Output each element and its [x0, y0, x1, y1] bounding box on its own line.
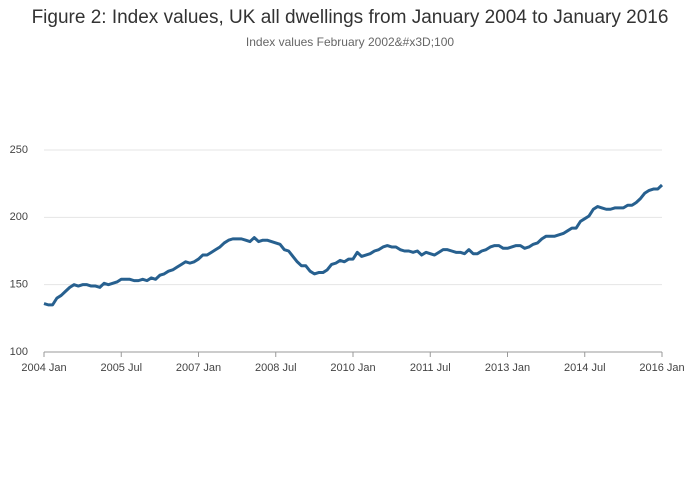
x-tick-label: 2004 Jan — [21, 362, 66, 374]
x-tick-label: 2008 Jul — [255, 362, 297, 374]
x-tick-label: 2007 Jan — [176, 362, 221, 374]
x-tick-label: 2013 Jan — [485, 362, 530, 374]
y-tick-label: 100 — [10, 346, 28, 358]
x-tick-label: 2005 Jul — [100, 362, 142, 374]
y-tick-label: 250 — [10, 144, 28, 156]
x-tick-label: 2010 Jan — [330, 362, 375, 374]
y-tick-label: 200 — [10, 211, 28, 223]
data-line — [43, 183, 664, 307]
chart-subtitle: Index values February 2002&#x3D;100 — [246, 35, 454, 49]
chart-title: Figure 2: Index values, UK all dwellings… — [32, 7, 669, 28]
x-tick-label: 2016 Jan — [639, 362, 684, 374]
y-tick-label: 150 — [10, 279, 28, 291]
x-tick-label: 2014 Jul — [564, 362, 606, 374]
x-tick-label: 2011 Jul — [410, 362, 451, 374]
